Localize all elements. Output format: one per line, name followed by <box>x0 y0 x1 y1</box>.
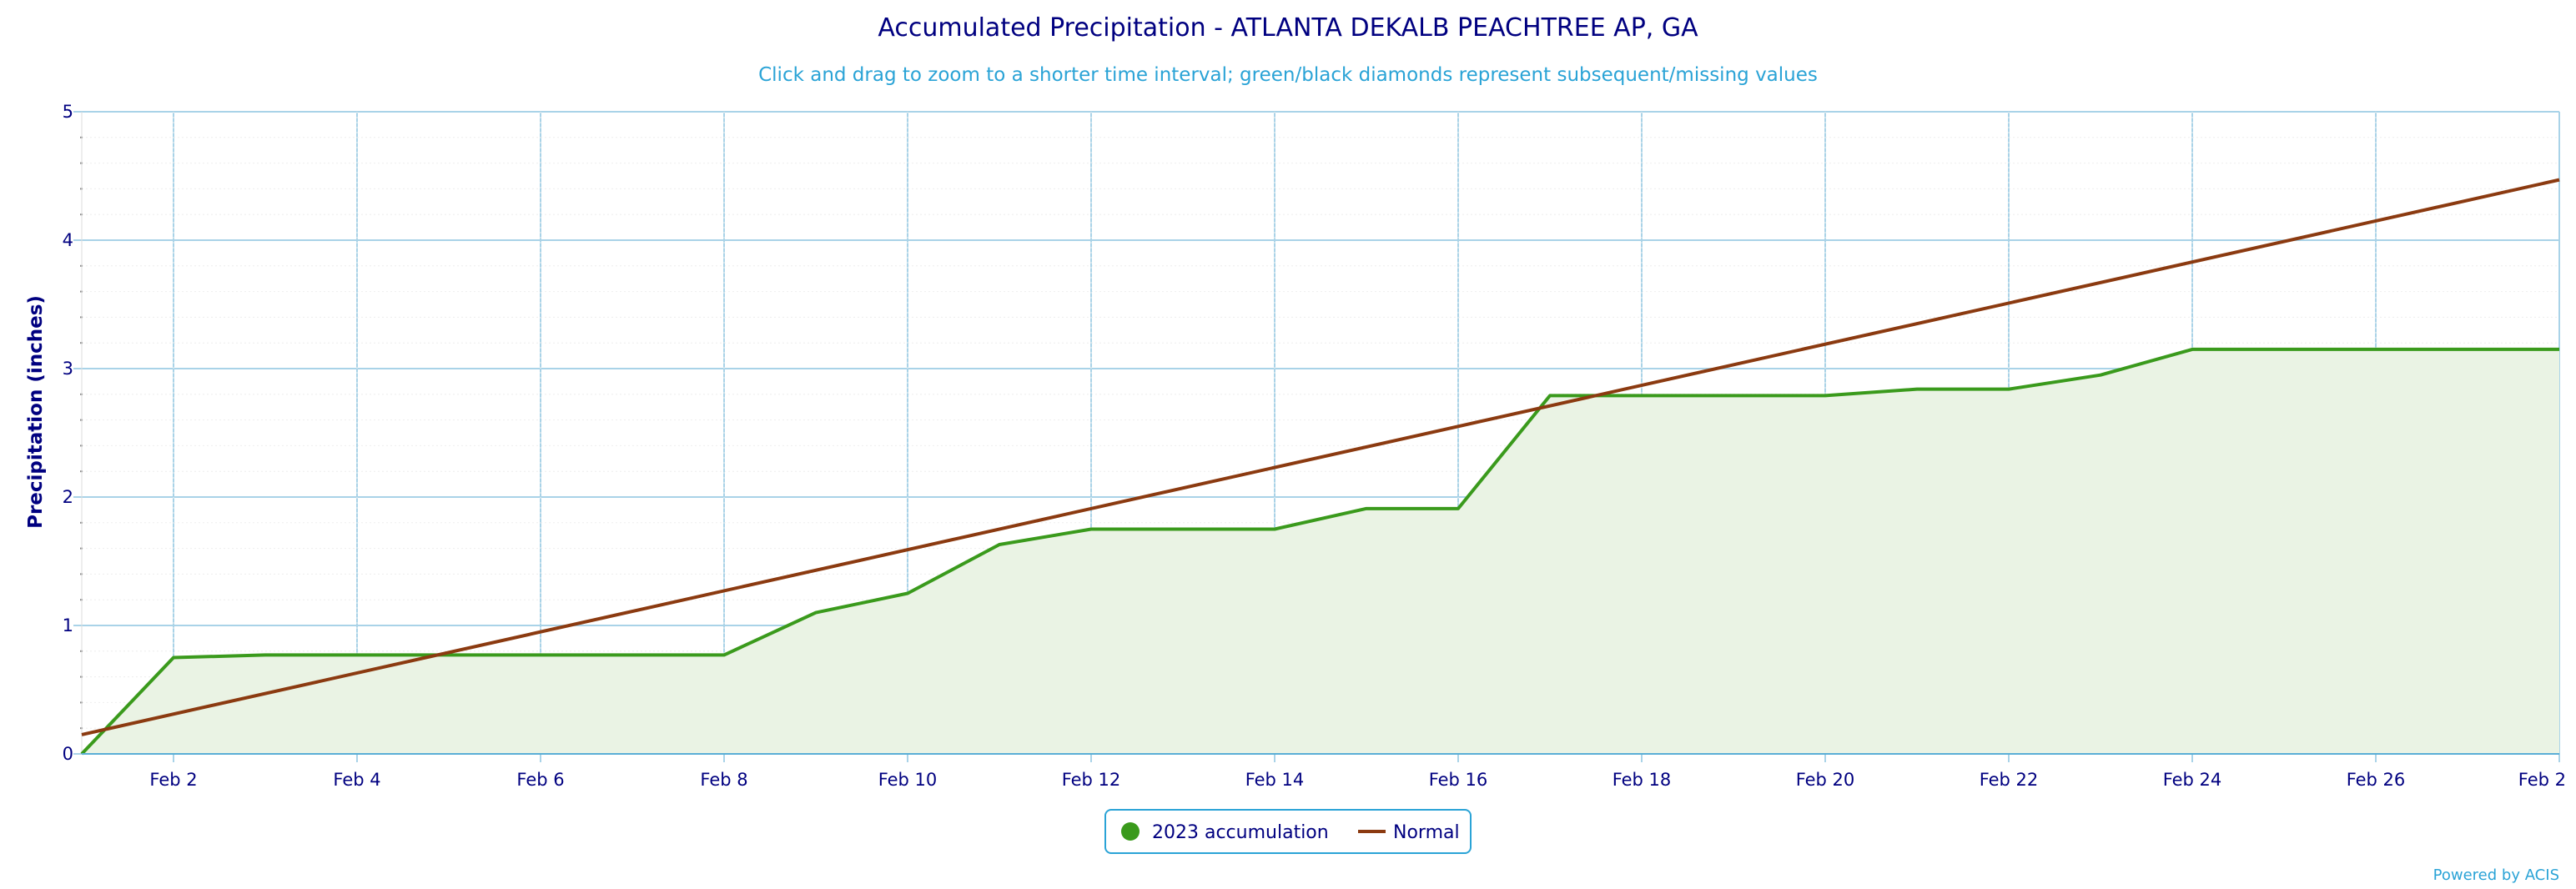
x-tick-label: Feb 24 <box>2163 770 2222 790</box>
y-axis-label: Precipitation (inches) <box>25 295 47 529</box>
accumulation-area <box>82 349 2559 754</box>
legend-normal-label: Normal <box>1393 822 1460 843</box>
chart-subtitle: Click and drag to zoom to a shorter time… <box>758 64 1818 86</box>
y-tick-label: 3 <box>63 359 73 379</box>
legend-item-accumulation[interactable]: 2023 accumulation <box>1121 822 1329 843</box>
legend-accumulation-label: 2023 accumulation <box>1152 822 1329 843</box>
plot-area[interactable]: 0 1 2 3 4 5 Feb 2 Feb 4 Feb 6 Feb 8 Feb 10 Feb 12 Fe… <box>63 102 2566 790</box>
chart-title: Accumulated Precipitation - ATLANTA DEKA… <box>878 13 1698 43</box>
legend[interactable]: 2023 accumulation Normal <box>1104 809 1472 854</box>
x-tick-label: Feb 2 <box>2518 770 2566 790</box>
y-tick-label: 2 <box>63 487 73 507</box>
x-tick-label: Feb 22 <box>1980 770 2039 790</box>
x-tick-label: Feb 14 <box>1245 770 1305 790</box>
y-tick-label: 5 <box>63 102 73 122</box>
x-tick-label: Feb 26 <box>2347 770 2406 790</box>
x-tick-label: Feb 12 <box>1062 770 1121 790</box>
x-tick-label: Feb 10 <box>878 770 938 790</box>
x-tick-label: Feb 6 <box>516 770 564 790</box>
legend-box <box>1104 809 1472 854</box>
y-tick-label: 0 <box>63 744 73 764</box>
x-tick-label: Feb 16 <box>1429 770 1488 790</box>
x-tick-label: Feb 4 <box>333 770 380 790</box>
normal-series-line[interactable] <box>81 178 2560 736</box>
y-tick-label: 1 <box>63 615 73 635</box>
x-tick-label: Feb 18 <box>1613 770 1672 790</box>
x-tick-label: Feb 8 <box>700 770 747 790</box>
credit-link[interactable]: Powered by ACIS <box>2433 866 2559 884</box>
x-tick-label: Feb 2 <box>149 770 197 790</box>
legend-item-normal[interactable]: Normal <box>1358 822 1460 843</box>
legend-accumulation-marker-icon <box>1121 822 1140 841</box>
x-tick-label: Feb 20 <box>1796 770 1855 790</box>
accumulation-series-line[interactable] <box>80 347 2559 756</box>
y-tick-label: 4 <box>63 230 73 250</box>
